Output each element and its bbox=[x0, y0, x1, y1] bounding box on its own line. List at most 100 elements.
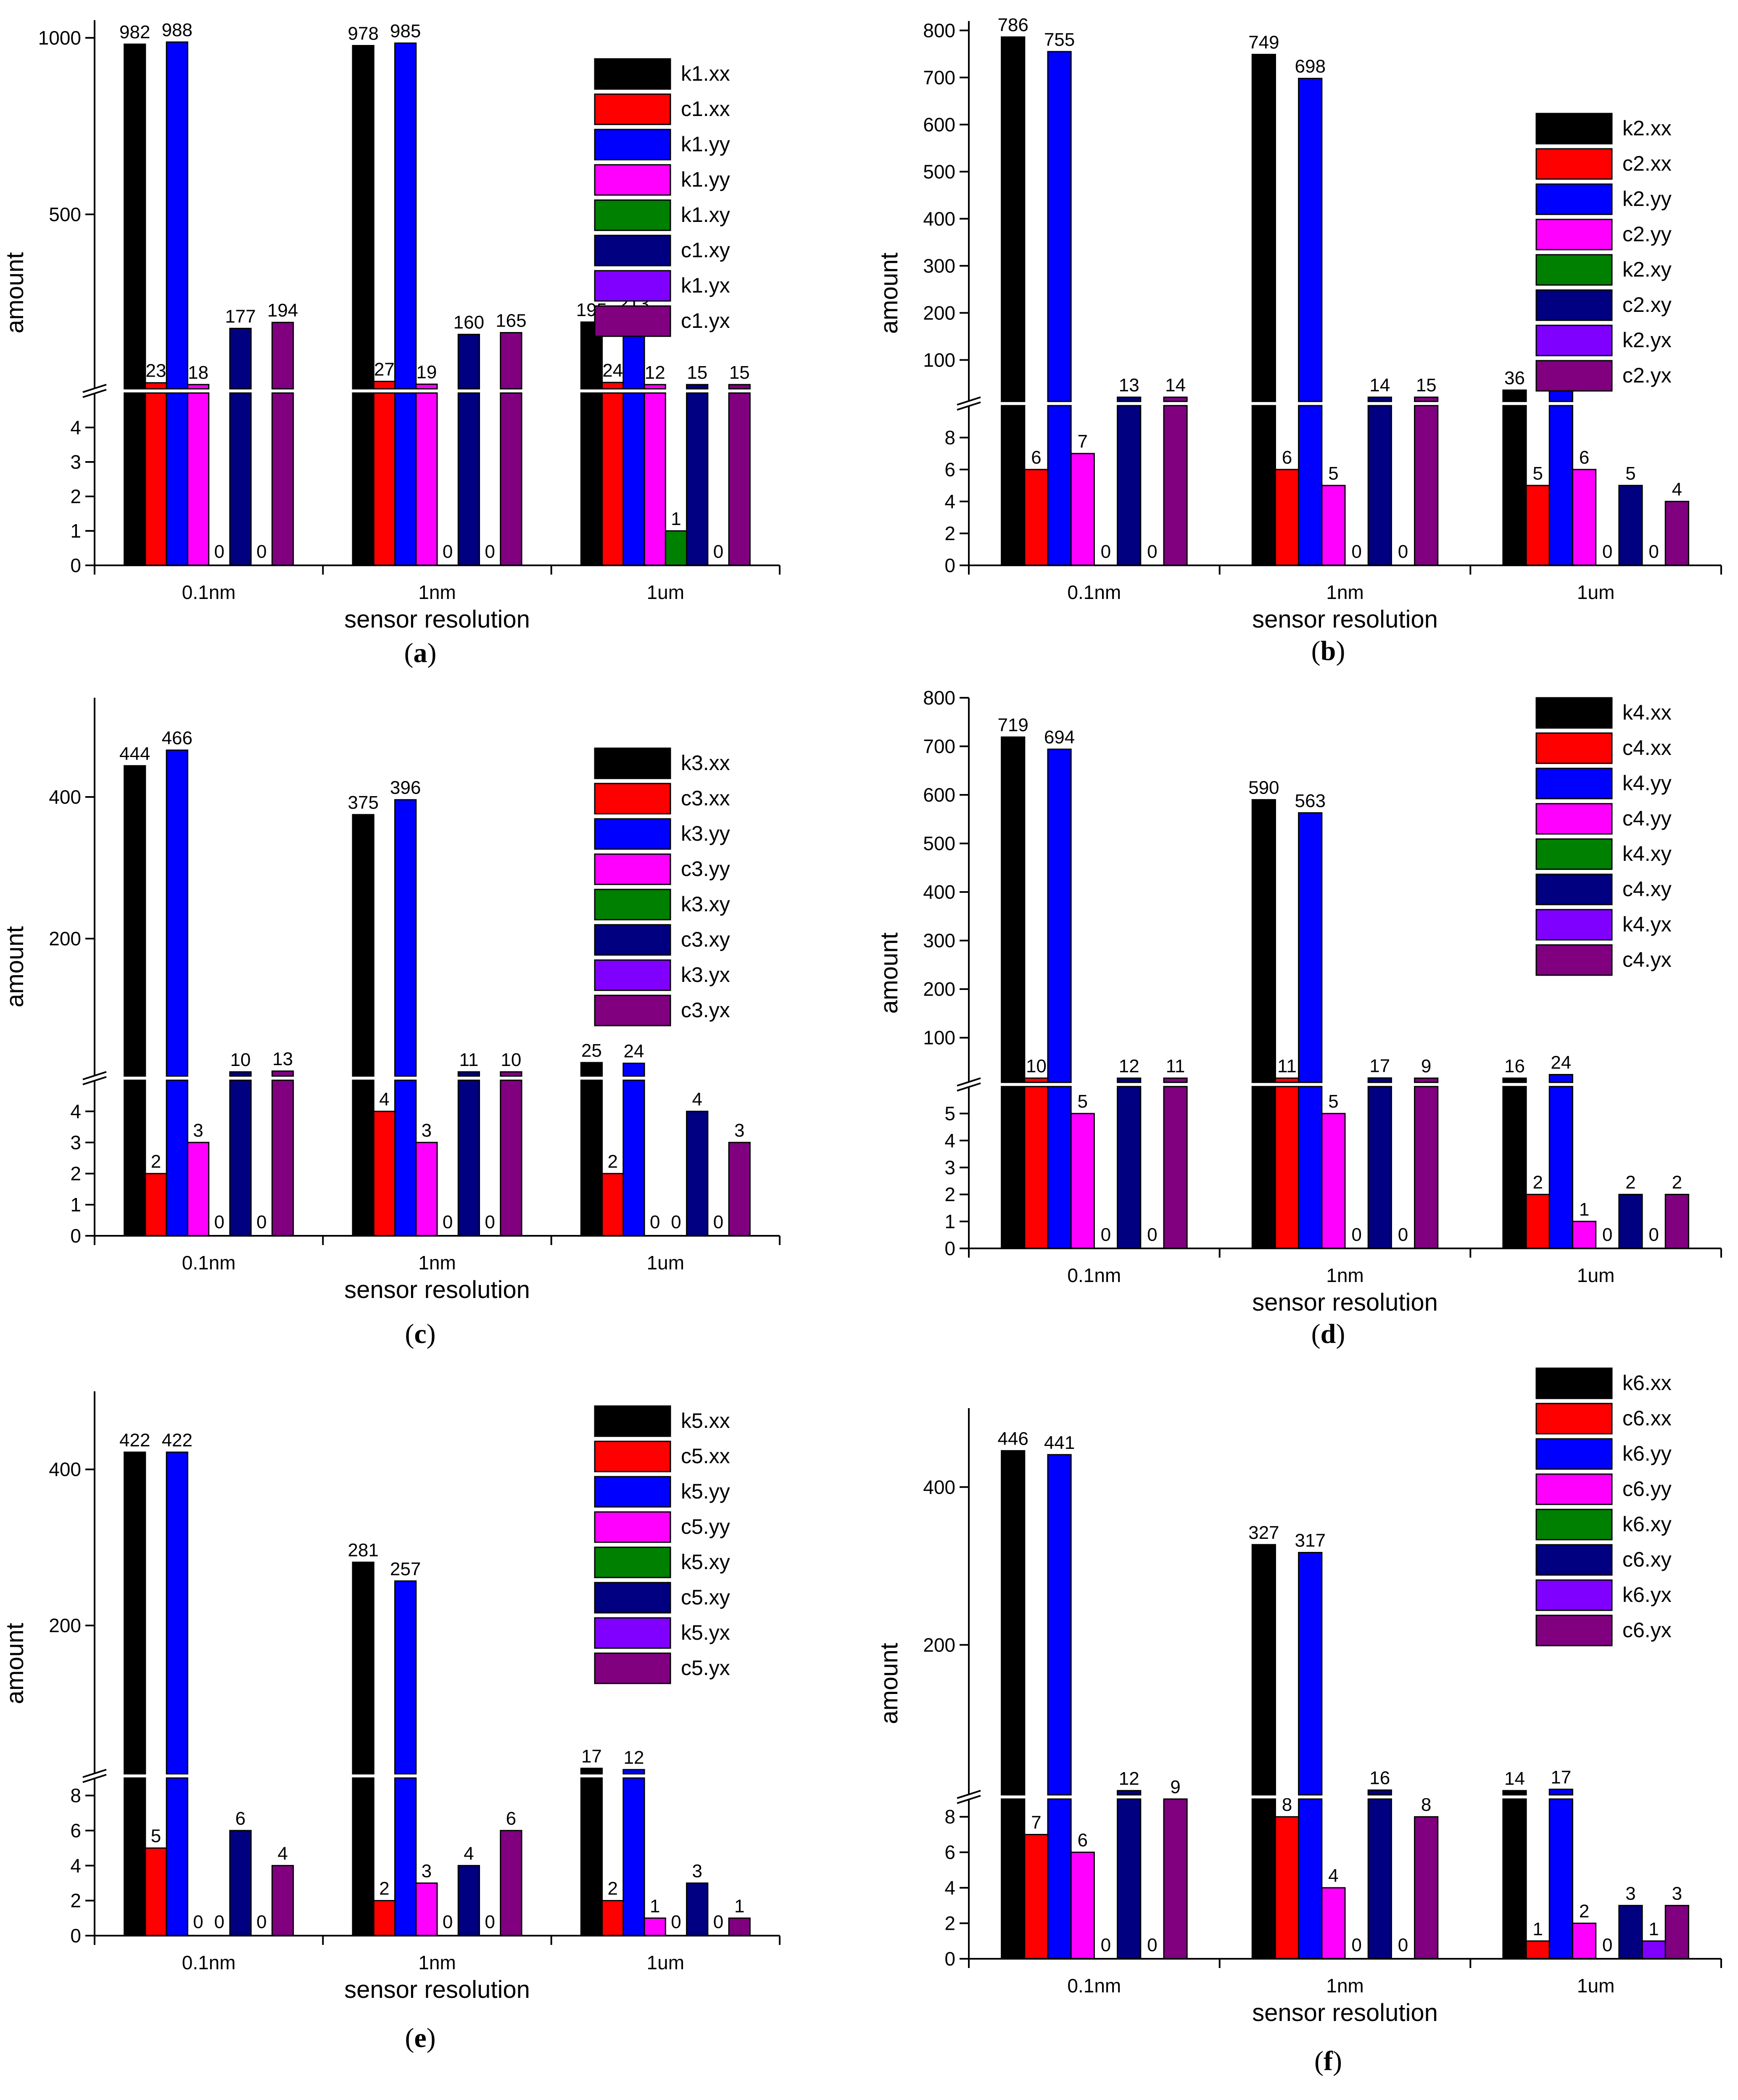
bar-c2.xy-0.1nm-upper bbox=[1117, 396, 1142, 402]
legend-label-c1.xx: c1.xx bbox=[681, 97, 730, 121]
legend-swatch-k2.xx bbox=[1535, 113, 1613, 145]
bar-k5.xx-1um-lower bbox=[580, 1777, 603, 1936]
data-label-c3.xx-1um: 2 bbox=[607, 1151, 617, 1172]
x-axis-title: sensor resolution bbox=[1252, 1999, 1438, 2026]
y-tick-label: 3 bbox=[70, 1132, 81, 1153]
axis-break-mark-lower bbox=[957, 1795, 981, 1804]
legend-swatch-c3.yy bbox=[594, 853, 671, 885]
x-tick-label: 1um bbox=[1577, 581, 1614, 603]
x-tick-label: 0.1nm bbox=[1067, 1264, 1121, 1286]
y-tick-label: 0 bbox=[70, 1225, 81, 1247]
bar-k2.xx-0.1nm-lower bbox=[1001, 405, 1026, 566]
bar-k5.xx-1nm-lower bbox=[352, 1777, 375, 1936]
data-label-c1.yx-0.1nm: 194 bbox=[267, 300, 298, 321]
legend-label-k3.xy: k3.xy bbox=[681, 892, 730, 916]
data-label-k1.xx-0.1nm: 982 bbox=[119, 22, 150, 42]
bar-k6.yx-1um bbox=[1641, 1940, 1666, 1960]
data-label-k1.xy-1um: 1 bbox=[671, 509, 681, 529]
y-tick-label: 0 bbox=[70, 1925, 81, 1947]
data-label-k6.yx-1um: 1 bbox=[1648, 1919, 1659, 1939]
x-tick-label: 1nm bbox=[418, 1252, 456, 1274]
bar-c6.yy-0.1nm bbox=[1070, 1852, 1095, 1960]
y-tick-label: 200 bbox=[49, 928, 81, 950]
legend-label-c4.xy: c4.xy bbox=[1622, 877, 1672, 901]
caption-letter: a bbox=[414, 638, 427, 668]
legend-label-k5.xy: k5.xy bbox=[681, 1550, 730, 1574]
bar-c1.xy-0.1nm-lower bbox=[229, 392, 252, 566]
data-label-c4.yy-1um: 1 bbox=[1579, 1199, 1589, 1220]
bar-k6.xx-0.1nm-upper bbox=[1001, 1450, 1026, 1796]
data-label-k4.yx-0.1nm: 0 bbox=[1147, 1224, 1157, 1245]
bar-c3.xy-1um bbox=[686, 1111, 709, 1237]
bar-c1.xy-1um-lower bbox=[686, 392, 709, 566]
x-axis-title: sensor resolution bbox=[1252, 1289, 1438, 1316]
bar-k2.yy-1nm-lower bbox=[1298, 405, 1323, 566]
legend-label-c2.xx: c2.xx bbox=[1622, 152, 1672, 175]
data-label-c2.yy-0.1nm: 7 bbox=[1077, 431, 1087, 452]
bar-k3.yy-1um-lower bbox=[622, 1079, 645, 1237]
data-label-c1.yx-1nm: 165 bbox=[496, 310, 526, 331]
legend-swatch-k5.xy bbox=[594, 1546, 671, 1578]
bar-c5.yx-1um bbox=[728, 1917, 751, 1936]
bar-c3.yy-1nm bbox=[415, 1142, 438, 1237]
bar-c4.yx-0.1nm-upper bbox=[1163, 1077, 1188, 1083]
bar-c6.xy-1nm-upper bbox=[1367, 1789, 1392, 1796]
bar-k5.yy-0.1nm-lower bbox=[166, 1777, 188, 1936]
data-label-k1.yx-1nm: 0 bbox=[485, 541, 495, 562]
legend-label-c3.yx: c3.yx bbox=[681, 998, 730, 1022]
axis-break-mark-lower bbox=[957, 1082, 981, 1092]
y-tick-label: 500 bbox=[49, 203, 81, 225]
bar-c2.xx-1nm bbox=[1274, 469, 1300, 566]
legend-swatch-k1.yy bbox=[594, 129, 671, 161]
bar-c5.xx-1nm bbox=[373, 1900, 396, 1936]
data-label-k1.xx-1nm: 978 bbox=[348, 23, 378, 44]
legend-label-c1.xy: c1.xy bbox=[681, 238, 730, 262]
caption-letter: d bbox=[1321, 1319, 1336, 1349]
legend-swatch-k4.xx bbox=[1535, 697, 1613, 729]
bar-k1.yy-1um-lower bbox=[622, 392, 645, 566]
bar-c1.xx-0.1nm-upper bbox=[145, 382, 167, 390]
data-label-k3.xx-0.1nm: 444 bbox=[119, 744, 150, 764]
bar-k3.yy-0.1nm-upper bbox=[166, 749, 188, 1077]
legend-swatch-k5.yx bbox=[594, 1617, 671, 1649]
legend-label-c3.xy: c3.xy bbox=[681, 928, 730, 951]
data-label-k6.xy-1nm: 0 bbox=[1351, 1935, 1361, 1955]
y-tick-label: 6 bbox=[944, 459, 955, 480]
bar-c1.xx-1um-upper bbox=[601, 382, 624, 390]
bar-k6.yy-1um-upper bbox=[1548, 1789, 1573, 1796]
y-tick-label: 8 bbox=[70, 1785, 81, 1807]
caption-letter: b bbox=[1321, 636, 1336, 666]
legend-label-k4.yx: k4.yx bbox=[1622, 913, 1672, 936]
bar-c5.yy-1um bbox=[644, 1917, 666, 1936]
legend-swatch-k6.yy bbox=[1535, 1438, 1613, 1470]
bar-c6.xy-1um bbox=[1618, 1905, 1643, 1960]
data-label-k2.xy-0.1nm: 0 bbox=[1101, 541, 1111, 562]
data-label-k5.xx-0.1nm: 422 bbox=[119, 1430, 150, 1451]
bar-c5.xx-1um bbox=[601, 1900, 624, 1936]
x-tick-label: 0.1nm bbox=[1067, 1975, 1121, 1997]
x-tick-label: 1nm bbox=[1326, 1264, 1363, 1286]
legend-label-c1.yx: c1.yx bbox=[681, 309, 730, 332]
bar-k5.xx-0.1nm-upper bbox=[124, 1451, 146, 1775]
bar-k5.yy-1nm-upper bbox=[394, 1580, 417, 1775]
bar-k2.xx-1nm-lower bbox=[1251, 405, 1276, 566]
legend-swatch-k4.xy bbox=[1535, 838, 1613, 870]
axis-break-mark-upper bbox=[82, 1071, 107, 1080]
data-label-c6.xy-0.1nm: 12 bbox=[1119, 1768, 1139, 1789]
bar-k4.xx-1um-upper bbox=[1502, 1077, 1527, 1083]
y-tick-label: 600 bbox=[923, 784, 955, 806]
data-label-k4.yy-1nm: 563 bbox=[1295, 791, 1326, 811]
data-label-k2.yx-1um: 0 bbox=[1648, 541, 1659, 562]
bar-k3.yy-1nm-lower bbox=[394, 1079, 417, 1237]
bar-k3.yy-1nm-upper bbox=[394, 799, 417, 1077]
legend-swatch-c3.yx bbox=[594, 995, 671, 1026]
caption-close-paren: ) bbox=[427, 1319, 436, 1349]
y-tick-label: 700 bbox=[923, 66, 955, 88]
data-label-c1.xx-0.1nm: 23 bbox=[146, 361, 166, 381]
y-tick-label: 2 bbox=[944, 1913, 955, 1934]
bar-c2.yy-0.1nm bbox=[1070, 453, 1095, 566]
data-label-c5.xx-1um: 2 bbox=[607, 1878, 617, 1899]
bar-c3.yx-1nm-upper bbox=[500, 1071, 522, 1077]
caption-open-paren: ( bbox=[1311, 636, 1321, 666]
axis-break-mark-lower bbox=[82, 389, 107, 398]
